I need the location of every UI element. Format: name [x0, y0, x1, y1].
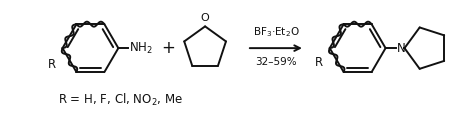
- Text: R: R: [315, 56, 323, 69]
- Text: N: N: [397, 42, 405, 55]
- Text: R: R: [47, 58, 55, 71]
- Text: R = H, F, Cl, NO$_2$, Me: R = H, F, Cl, NO$_2$, Me: [58, 91, 183, 108]
- Text: O: O: [201, 13, 210, 23]
- Text: 32–59%: 32–59%: [255, 57, 297, 67]
- Text: +: +: [161, 39, 175, 57]
- Text: BF$_3$·Et$_2$O: BF$_3$·Et$_2$O: [253, 25, 299, 39]
- Text: NH$_2$: NH$_2$: [129, 41, 153, 56]
